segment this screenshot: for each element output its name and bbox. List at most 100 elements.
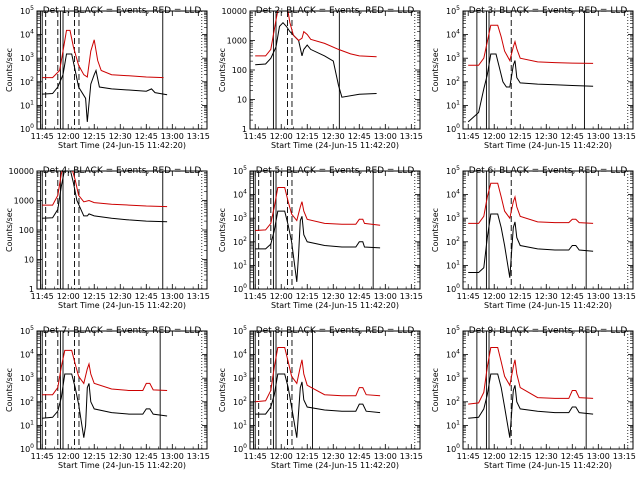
y-tick-label: 103	[20, 52, 34, 63]
y-tick-label: 105	[20, 5, 34, 16]
y-tick-label: 103	[233, 212, 247, 223]
plot-title: Det 6: BLACK = Events, RED = LLD	[469, 166, 628, 176]
plot-area	[253, 171, 416, 289]
x-tick-label: 12:15	[83, 452, 106, 461]
plot-title: Det 5: BLACK = Events, RED = LLD	[256, 166, 415, 176]
lld-series-line	[255, 347, 381, 403]
y-tick-label: 104	[20, 349, 34, 360]
lld-series-line	[468, 347, 594, 405]
y-tick-label: 104	[446, 349, 460, 360]
plot-area	[255, 11, 416, 129]
x-axis-label: Start Time (24-Jun-15 11:42:20)	[484, 141, 612, 150]
x-tick-label: 13:15	[400, 292, 423, 301]
x-tick-label: 13:00	[374, 292, 397, 301]
events-series-line	[468, 213, 594, 278]
x-tick-label: 12:30	[109, 132, 132, 141]
x-tick-label: 11:45	[457, 132, 480, 141]
x-tick-label: 11:45	[457, 452, 480, 461]
y-tick-label: 105	[20, 325, 34, 336]
events-series-line	[42, 53, 168, 122]
lld-series-line	[42, 349, 168, 396]
y-tick-label: 100	[19, 226, 34, 235]
y-tick-label: 105	[446, 5, 460, 16]
x-tick-label: 13:00	[161, 292, 184, 301]
x-tick-label: 12:15	[509, 292, 532, 301]
y-tick-label: 102	[446, 396, 460, 407]
y-tick-label: 1000	[227, 37, 247, 46]
plot-frame	[36, 170, 208, 290]
lld-series-line	[42, 29, 164, 79]
y-tick-label: 105	[446, 165, 460, 176]
x-tick-label: 12:15	[296, 452, 319, 461]
plot-area	[468, 171, 629, 289]
y-tick-label: 10000	[9, 167, 34, 176]
lld-series-line	[255, 187, 381, 231]
y-tick-label: 101	[20, 99, 34, 110]
x-tick-label: 11:45	[457, 292, 480, 301]
y-tick-label: 103	[446, 212, 460, 223]
y-axis-label: Counts/sec	[218, 48, 227, 92]
y-tick-label: 100	[446, 123, 460, 134]
y-tick-label: 104	[233, 189, 247, 200]
x-tick-label: 12:30	[322, 132, 345, 141]
y-axis-label: Counts/sec	[5, 208, 14, 252]
y-tick-label: 100	[20, 123, 34, 134]
x-tick-label: 12:00	[483, 292, 506, 301]
events-series-line	[255, 373, 381, 438]
plot-area	[253, 331, 416, 449]
x-tick-label: 12:15	[83, 292, 106, 301]
x-axis-label: Start Time (24-Jun-15 11:42:20)	[271, 461, 399, 470]
x-tick-label: 13:00	[161, 452, 184, 461]
plot-panel-3: 100 101 102 103 104 105 11:45 12:00 12:15 12:30 12…	[431, 5, 636, 150]
lld-series-line	[468, 182, 594, 224]
x-tick-label: 13:00	[587, 132, 610, 141]
x-tick-label: 13:15	[187, 132, 210, 141]
x-tick-label: 12:45	[561, 452, 584, 461]
x-tick-label: 12:15	[83, 132, 106, 141]
lld-series-line	[468, 24, 594, 66]
x-tick-label: 11:45	[244, 452, 267, 461]
y-tick-label: 102	[20, 76, 34, 87]
y-tick-label: 100	[232, 66, 247, 75]
x-tick-label: 13:15	[613, 132, 636, 141]
x-tick-label: 12:00	[270, 452, 293, 461]
plot-frame	[249, 170, 421, 290]
x-tick-label: 12:45	[561, 132, 584, 141]
y-tick-label: 103	[446, 372, 460, 383]
x-tick-label: 12:45	[135, 292, 158, 301]
plot-panel-9: 100 101 102 103 104 105 11:45 12:00 12:15 12:30 12…	[431, 325, 636, 470]
y-tick-label: 10000	[222, 7, 247, 16]
x-tick-label: 12:15	[296, 132, 319, 141]
x-tick-label: 11:45	[31, 132, 54, 141]
x-tick-label: 13:15	[613, 292, 636, 301]
x-tick-label: 13:00	[374, 132, 397, 141]
plot-panel-5: 100 101 102 103 104 105 11:45 12:00 12:15 12:30 12…	[218, 165, 423, 310]
x-tick-label: 13:00	[587, 452, 610, 461]
plot-frame	[462, 170, 634, 290]
y-tick-label: 103	[446, 52, 460, 63]
x-axis-label: Start Time (24-Jun-15 11:42:20)	[58, 461, 186, 470]
y-tick-label: 10	[24, 256, 34, 265]
plot-title: Det 3: BLACK = Events, RED = LLD	[469, 6, 628, 16]
x-axis-label: Start Time (24-Jun-15 11:42:20)	[58, 301, 186, 310]
x-axis-label: Start Time (24-Jun-15 11:42:20)	[271, 301, 399, 310]
x-tick-label: 13:15	[400, 132, 423, 141]
plot-panel-6: 100 101 102 103 104 105 11:45 12:00 12:15 12:30 12…	[431, 165, 636, 310]
x-tick-label: 13:00	[161, 132, 184, 141]
events-series-line	[255, 210, 381, 282]
x-tick-label: 12:45	[135, 132, 158, 141]
x-tick-label: 13:00	[587, 292, 610, 301]
x-tick-label: 12:30	[535, 132, 558, 141]
events-series-line	[42, 373, 168, 438]
x-tick-label: 11:45	[31, 452, 54, 461]
x-tick-label: 12:15	[296, 292, 319, 301]
events-series-line	[467, 53, 594, 123]
x-tick-label: 12:00	[57, 132, 80, 141]
x-tick-label: 12:45	[348, 452, 371, 461]
x-tick-label: 13:15	[613, 452, 636, 461]
y-tick-label: 103	[233, 372, 247, 383]
x-axis-label: Start Time (24-Jun-15 11:42:20)	[271, 141, 399, 150]
y-tick-label: 10	[237, 96, 247, 105]
y-tick-label: 102	[20, 396, 34, 407]
